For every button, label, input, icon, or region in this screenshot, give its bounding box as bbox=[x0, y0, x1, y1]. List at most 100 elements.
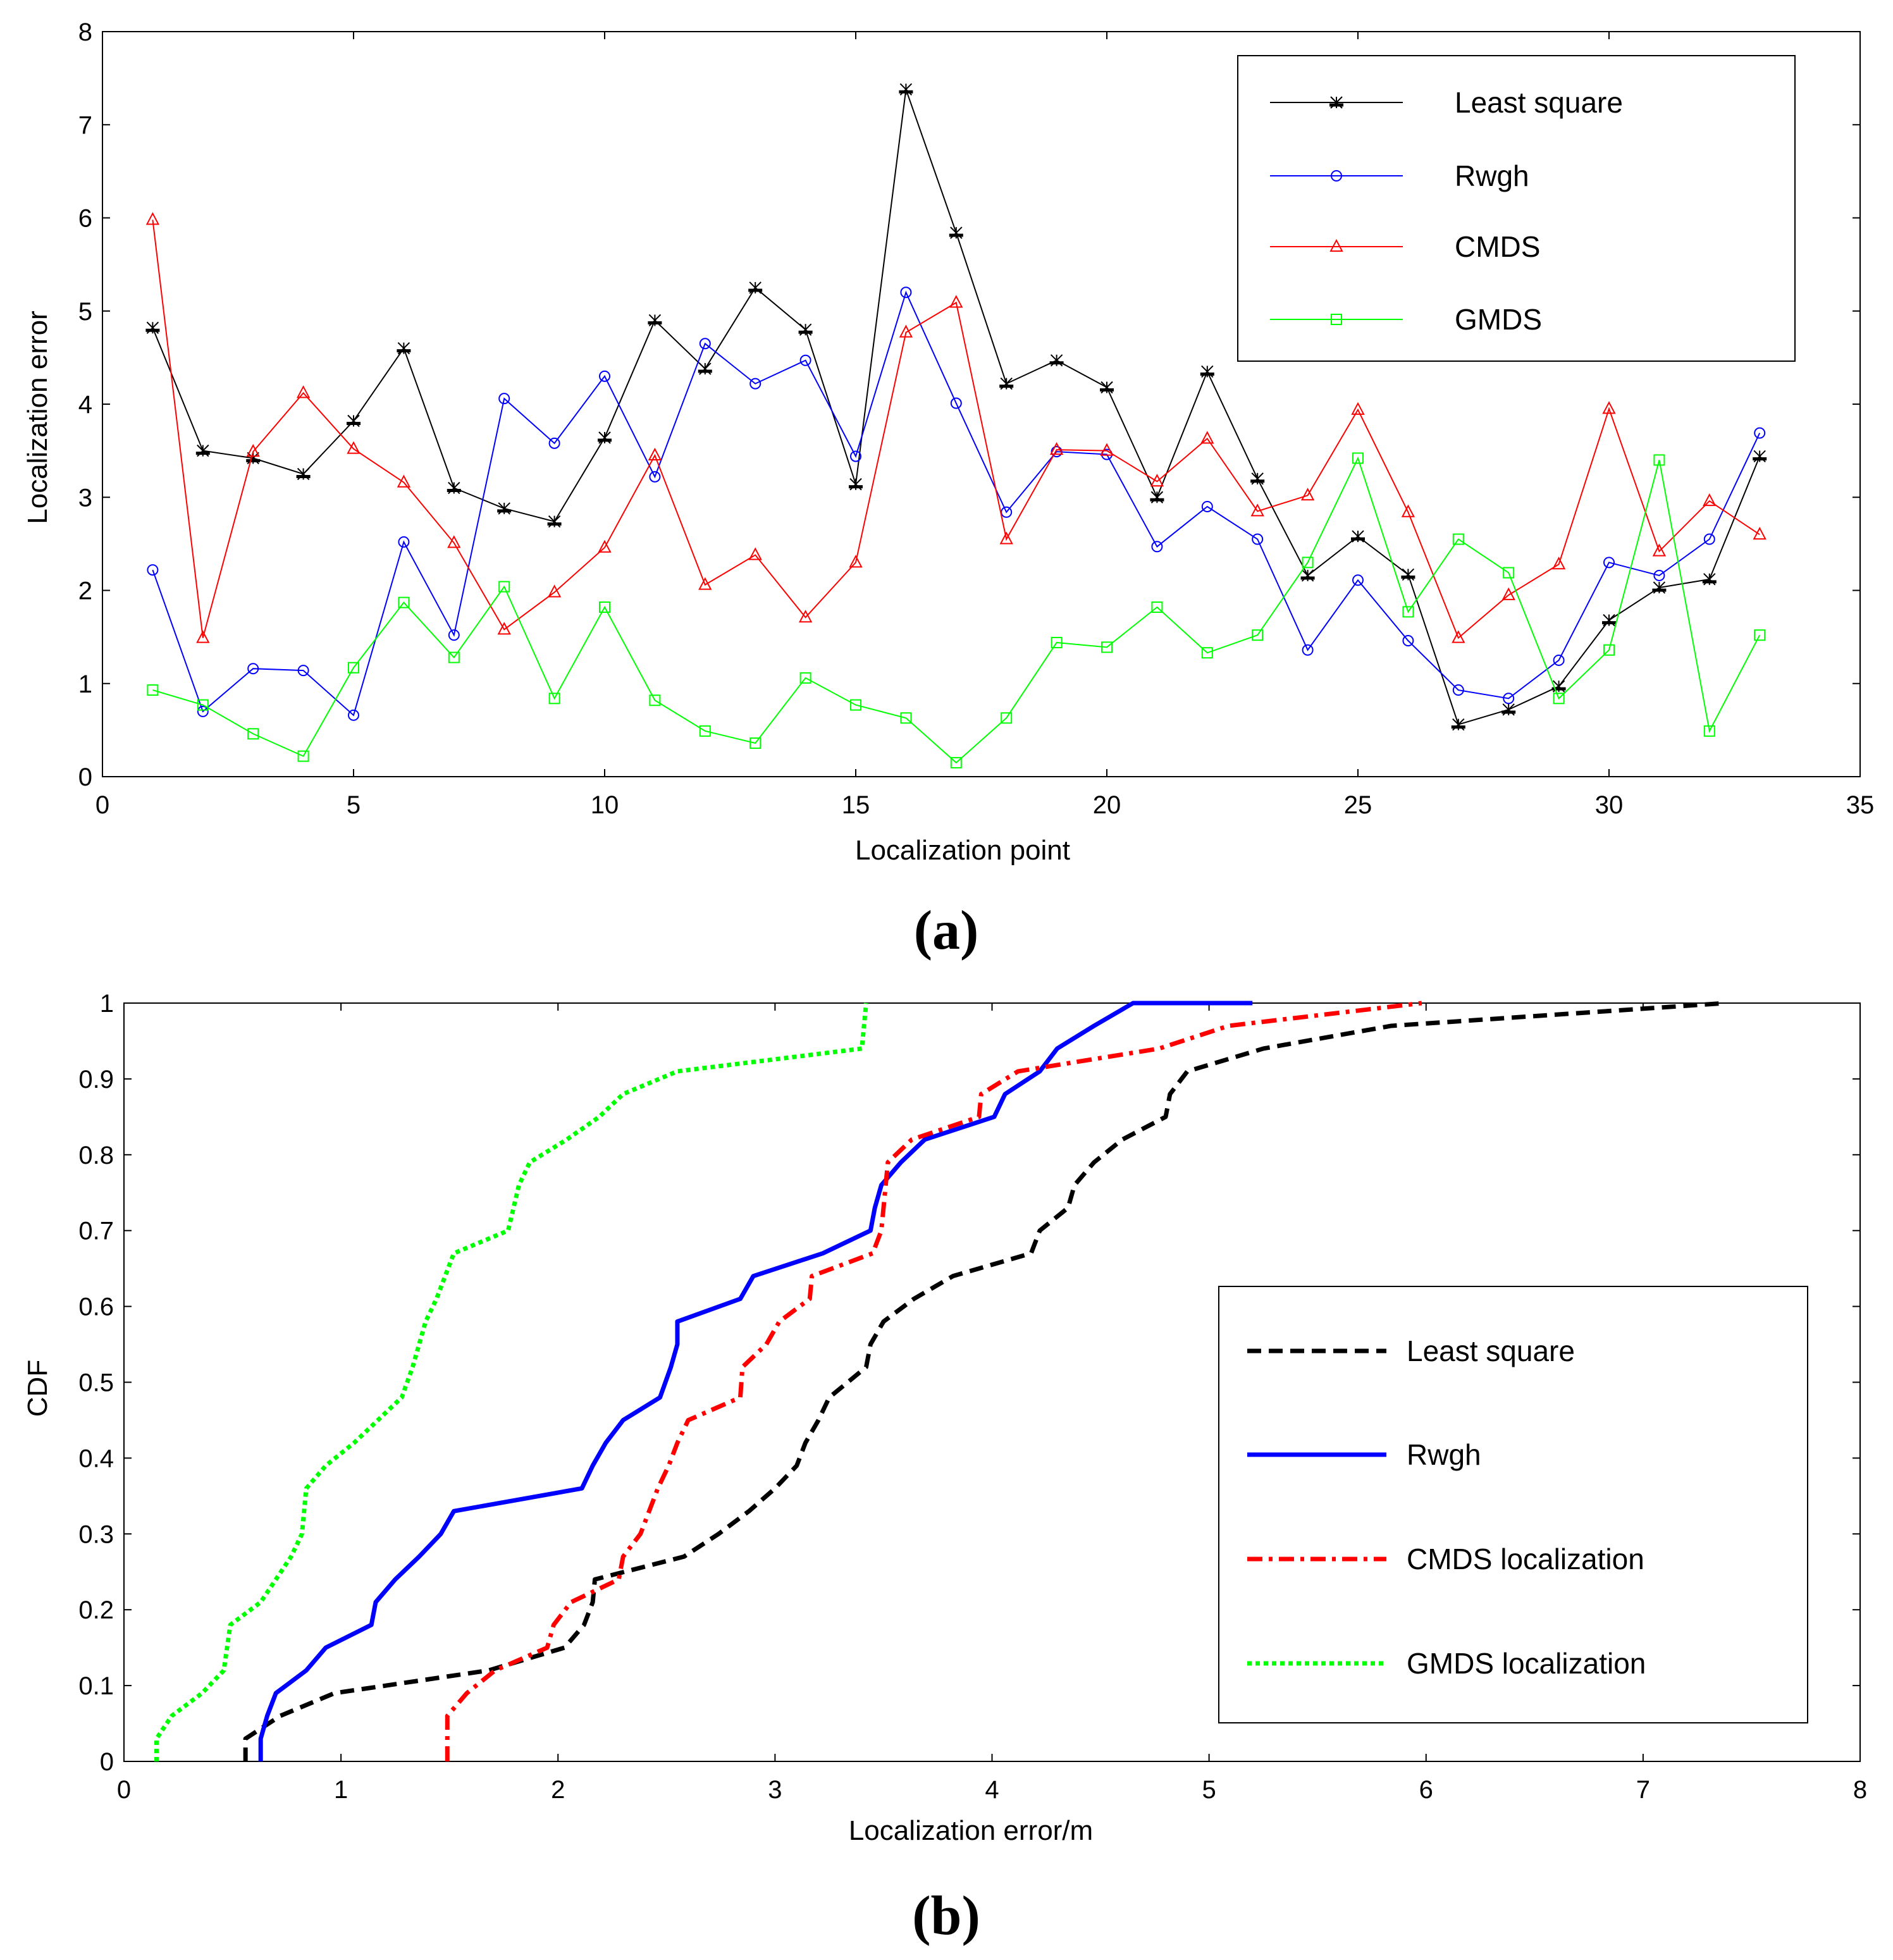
panel-a-series-gmds-point bbox=[1452, 533, 1464, 545]
panel-a-series-rwgh-point bbox=[1352, 574, 1364, 586]
panel-a-x-tick-label-1: 5 bbox=[347, 791, 361, 819]
panel-a-x-tick-label-7: 35 bbox=[1846, 791, 1875, 819]
panel-a-series-least-square-point bbox=[1652, 581, 1667, 594]
panel-b-y-tick-label-5: 0.5 bbox=[78, 1369, 114, 1397]
panel-a-series-least-square-point bbox=[598, 431, 612, 444]
panel-a-series-cmds-point bbox=[1200, 431, 1214, 444]
panel-a-series-cmds-point bbox=[1753, 527, 1767, 540]
panel-a-series-cmds-point bbox=[1652, 543, 1667, 557]
panel-a-y-tick-label-4: 4 bbox=[78, 391, 92, 419]
panel-a-series-least-square-point bbox=[1501, 703, 1516, 716]
panel-a-series-least-square-point bbox=[347, 414, 361, 428]
panel-a-series-rwgh-point bbox=[1151, 541, 1163, 553]
panel-a-series-rwgh-point bbox=[950, 397, 962, 409]
panel-a-x-tick-label-6: 30 bbox=[1595, 791, 1624, 819]
panel-b-y-tick-label-8: 0.8 bbox=[78, 1142, 114, 1169]
panel-a-series-rwgh-point bbox=[1754, 427, 1766, 439]
panel-a-series-least-square-point bbox=[497, 502, 512, 515]
panel-b-series-cmds-localization-line bbox=[445, 1001, 1422, 1761]
panel-b-x-tick-label-8: 8 bbox=[1853, 1776, 1867, 1804]
panel-a-series-gmds-point bbox=[1101, 641, 1113, 653]
panel-a-series-gmds-point bbox=[1352, 452, 1364, 464]
panel-b-x-axis-label: Localization error/m bbox=[849, 1815, 1093, 1846]
panel-a-series-cmds-point bbox=[1250, 503, 1264, 517]
panel-a-series-gmds bbox=[147, 452, 1766, 768]
panel-b-legend-cmds-localization-label: CMDS localization bbox=[1407, 1543, 1644, 1575]
panel-a-series-cmds-point bbox=[347, 441, 361, 454]
panel-a-series-least-square-point bbox=[798, 323, 813, 336]
panel-a-series-least-square-point bbox=[999, 377, 1014, 390]
panel-a-y-axis-label: Localization error bbox=[22, 311, 53, 524]
panel-a-series-gmds-point bbox=[649, 694, 661, 706]
panel-a-series-least-square-point bbox=[246, 452, 261, 465]
panel-a-series-least-square bbox=[145, 83, 1767, 731]
panel-b-x-tick-label-4: 4 bbox=[985, 1776, 999, 1804]
panel-a-legend-cmds-label: CMDS bbox=[1455, 230, 1540, 263]
panel-a-series-gmds-point bbox=[297, 750, 309, 762]
panel-a-series-least-square-point bbox=[1150, 491, 1164, 503]
panel-a-series-gmds-point bbox=[1402, 606, 1414, 618]
panel-a-series-rwgh-point bbox=[1653, 569, 1665, 581]
panel-a-series-gmds-point bbox=[1001, 712, 1013, 724]
panel-b-x-tick-label-2: 2 bbox=[551, 1776, 565, 1804]
panel-b-legend-rwgh-label: Rwgh bbox=[1407, 1438, 1481, 1471]
panel-a-series-cmds-point bbox=[1351, 402, 1365, 415]
panel-a-series-cmds-point bbox=[397, 474, 411, 488]
panel-a-series-rwgh-point bbox=[1603, 557, 1615, 569]
panel-a-series-gmds-line bbox=[152, 456, 1761, 764]
panel-a-series-cmds-point bbox=[1150, 474, 1164, 487]
panel-a-series-cmds-point bbox=[598, 539, 612, 553]
panel-a-series-least-square-point bbox=[1753, 450, 1767, 463]
panel-a-series-cmds-point bbox=[748, 547, 762, 560]
panel-a-y-tick-label-0: 0 bbox=[78, 763, 92, 791]
panel-a-series-cmds-point bbox=[296, 385, 311, 398]
panel-a-series-rwgh-point bbox=[1302, 644, 1314, 656]
panel-a-series-gmds-point bbox=[448, 651, 460, 663]
panel-b-axes: 0 1 2 3 4 5 6 7 8 0 0.1 0.2 0.3 0.4 0.5 0.6 0.7 0.8 0.9 1 bbox=[78, 990, 1867, 1804]
panel-a-series-rwgh-point bbox=[448, 629, 460, 641]
panel-a-series-least-square-point bbox=[698, 362, 712, 375]
panel-a-series-cmds-point bbox=[1049, 442, 1064, 455]
panel-a-series-least-square-point bbox=[899, 83, 913, 96]
panel-a-x-tick-label-3: 15 bbox=[842, 791, 870, 819]
panel-a-series-least-square-point bbox=[1401, 568, 1415, 581]
panel-a-series-cmds-point bbox=[1551, 557, 1566, 570]
panel-a-series-rwgh-point bbox=[649, 471, 661, 483]
panel-a-x-tick-label-2: 10 bbox=[591, 791, 619, 819]
panel-a-series-rwgh-point bbox=[147, 564, 159, 576]
panel-a-series-rwgh-point bbox=[1452, 684, 1464, 696]
panel-a-series-rwgh-point bbox=[749, 378, 762, 390]
panel-a-series-rwgh-point bbox=[398, 536, 410, 548]
panel-a-x-tick-label-4: 20 bbox=[1093, 791, 1121, 819]
panel-b-y-tick-label-3: 0.3 bbox=[78, 1520, 114, 1548]
panel-a-series-rwgh-point bbox=[900, 287, 912, 299]
panel-a-series-gmds-point bbox=[749, 737, 762, 749]
panel-a-series-least-square-point bbox=[748, 281, 763, 294]
panel-a-series-rwgh-point bbox=[1252, 533, 1264, 545]
panel-a-axes: 0 5 10 15 20 25 30 35 0 1 2 3 4 5 6 7 8 bbox=[78, 18, 1875, 819]
panel-a-series-rwgh-point bbox=[1703, 533, 1715, 545]
panel-b-chart: 0 1 2 3 4 5 6 7 8 0 0.1 0.2 0.3 0.4 0.5 0.6 0.7 0.8 0.9 1 L… bbox=[22, 990, 1867, 1947]
panel-a-series-gmds-point bbox=[1252, 629, 1264, 641]
panel-a-series-gmds-point bbox=[950, 756, 962, 768]
panel-a-series-least-square-point bbox=[849, 478, 863, 491]
panel-a-series-cmds-point bbox=[1300, 488, 1315, 501]
panel-a-series-gmds-point bbox=[147, 684, 159, 696]
panel-a-series-rwgh-point bbox=[1201, 500, 1213, 512]
panel-a-series-gmds-point bbox=[398, 596, 410, 608]
panel-a-series-cmds-point bbox=[246, 443, 260, 457]
panel-a-series-rwgh-point bbox=[297, 665, 309, 677]
panel-a-series-gmds-point bbox=[1302, 557, 1314, 569]
panel-a-series-least-square-point bbox=[1451, 718, 1465, 731]
panel-a-legend-gmds-marker bbox=[1331, 314, 1342, 325]
panel-a-series-rwgh-line bbox=[152, 290, 1761, 717]
panel-b-series bbox=[154, 1001, 1726, 1761]
panel-a-series-least-square-point bbox=[145, 321, 160, 334]
panel-a-series-gmds-point bbox=[1201, 647, 1213, 659]
panel-a-series-cmds-point bbox=[196, 630, 210, 643]
panel-a-y-tick-label-7: 7 bbox=[78, 111, 92, 139]
panel-a-legend-rwgh-label: Rwgh bbox=[1455, 159, 1529, 192]
panel-a-series-rwgh-point bbox=[197, 705, 209, 717]
panel-a-series-least-square-point bbox=[447, 481, 461, 495]
